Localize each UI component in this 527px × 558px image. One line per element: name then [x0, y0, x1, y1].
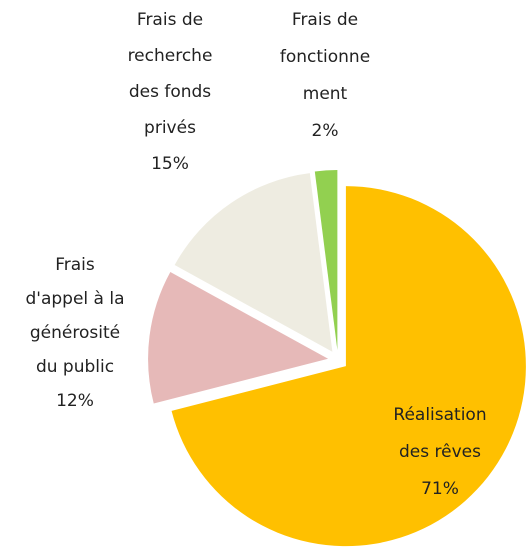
slice-label: Frais de fonctionne ment 2% — [280, 10, 370, 141]
label-line: Réalisation — [393, 405, 486, 425]
label-line: recherche — [128, 46, 213, 66]
label-line: des rêves — [399, 442, 481, 462]
value-label: 15% — [151, 154, 189, 174]
value-label: 2% — [312, 121, 339, 141]
label-line: générosité — [30, 323, 120, 343]
label-line: du public — [36, 357, 114, 377]
value-label: 12% — [56, 391, 94, 411]
label-line: Frais de — [292, 10, 358, 30]
pie-slice — [171, 186, 526, 547]
slice-label: Frais de recherche des fonds privés 15% — [128, 10, 213, 174]
label-line: des fonds — [129, 82, 211, 102]
value-label: 71% — [421, 479, 459, 499]
label-line: Frais — [55, 255, 95, 275]
label-line: d'appel à la — [25, 289, 124, 309]
slice-label: Frais d'appel à la générosité du public 12% — [25, 255, 124, 411]
label-line: fonctionne — [280, 47, 370, 67]
pie-slice — [174, 173, 333, 352]
label-line: privés — [144, 118, 196, 138]
pie-slice — [314, 170, 338, 351]
label-line: ment — [303, 84, 348, 104]
pie-slice — [148, 272, 329, 404]
slice-label: Réalisation des rêves 71% — [393, 405, 486, 499]
label-line: Frais de — [137, 10, 203, 30]
